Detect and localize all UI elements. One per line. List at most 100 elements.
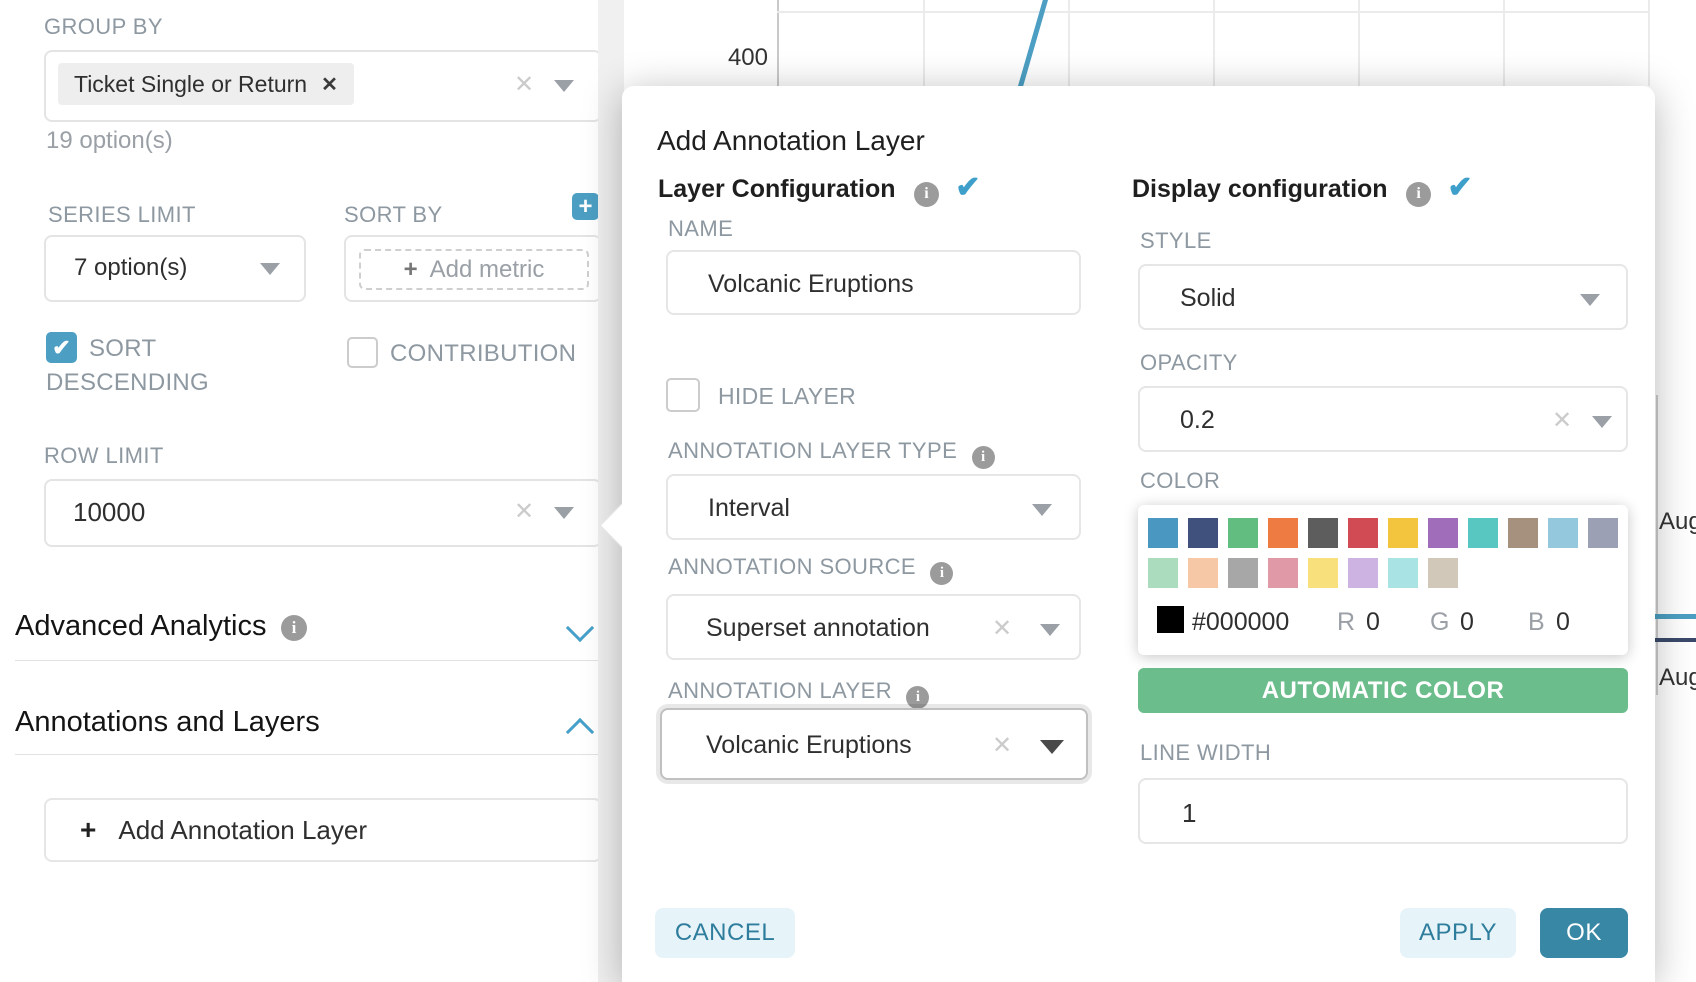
automatic-color-button[interactable]: AUTOMATIC COLOR <box>1138 668 1628 713</box>
annotation-layer-type-select[interactable]: Interval <box>666 474 1081 540</box>
plus-icon: + <box>403 255 418 283</box>
group-by-chip[interactable]: Ticket Single or Return ✕ <box>58 63 354 105</box>
color-swatch[interactable] <box>1388 558 1418 588</box>
color-swatch[interactable] <box>1148 518 1178 548</box>
checkbox-checked-icon[interactable]: ✔ <box>46 332 77 363</box>
opacity-select[interactable]: 0.2 ✕ <box>1138 386 1628 452</box>
info-icon[interactable]: i <box>930 562 954 585</box>
chart-gridline <box>1068 0 1070 86</box>
g-value[interactable]: 0 <box>1460 608 1474 636</box>
color-swatch[interactable] <box>1388 518 1418 548</box>
chevron-down-icon[interactable] <box>554 80 574 92</box>
group-by-chip-label: Ticket Single or Return <box>74 70 308 97</box>
sort-by-label: SORT BY <box>344 202 443 227</box>
clear-icon[interactable]: ✕ <box>514 498 535 525</box>
sort-descending-label: SORT DESCENDING <box>46 335 210 396</box>
color-swatch[interactable] <box>1468 518 1498 548</box>
divider <box>15 754 598 755</box>
add-metric-plus-button[interactable]: + <box>572 193 599 220</box>
clear-icon[interactable]: ✕ <box>1552 407 1573 434</box>
info-icon[interactable]: i <box>913 181 939 207</box>
color-swatch[interactable] <box>1508 518 1538 548</box>
style-select[interactable]: Solid <box>1138 264 1628 330</box>
swatch-row-1 <box>1148 518 1618 548</box>
current-color-swatch <box>1157 606 1184 633</box>
clear-icon[interactable]: ✕ <box>992 615 1013 642</box>
color-swatch[interactable] <box>1348 558 1378 588</box>
info-icon[interactable]: i <box>1406 181 1432 207</box>
info-icon[interactable]: i <box>280 615 307 641</box>
annotation-layer-select[interactable]: Volcanic Eruptions ✕ <box>660 708 1088 780</box>
group-by-select[interactable]: Ticket Single or Return ✕ ✕ <box>44 50 602 122</box>
series-limit-select[interactable]: 7 option(s) <box>44 235 306 302</box>
b-value[interactable]: 0 <box>1556 608 1570 636</box>
color-swatch[interactable] <box>1348 518 1378 548</box>
color-swatch[interactable] <box>1268 558 1298 588</box>
color-swatch[interactable] <box>1228 518 1258 548</box>
chart-gridline <box>1358 0 1360 86</box>
b-label: B <box>1528 608 1545 636</box>
advanced-analytics-section-header[interactable]: Advanced Analytics i <box>15 610 307 643</box>
annotation-source-select[interactable]: Superset annotation ✕ <box>666 594 1081 660</box>
color-swatch[interactable] <box>1308 518 1338 548</box>
sort-descending-control[interactable]: ✔ SORT DESCENDING <box>46 332 296 400</box>
row-limit-select[interactable]: 10000 ✕ <box>44 479 602 547</box>
annotation-source-value: Superset annotation <box>706 614 930 642</box>
add-annotation-layer-button[interactable]: + Add Annotation Layer <box>44 798 602 862</box>
clear-icon[interactable]: ✕ <box>992 732 1013 759</box>
opacity-value: 0.2 <box>1180 406 1215 434</box>
annotations-layers-section-header[interactable]: Annotations and Layers <box>15 706 320 739</box>
apply-button[interactable]: APPLY <box>1400 908 1516 958</box>
color-swatch[interactable] <box>1268 518 1298 548</box>
chart-x-label: Aug <box>1659 508 1696 535</box>
name-input[interactable]: Volcanic Eruptions <box>666 250 1081 315</box>
chart-gridline <box>1648 0 1650 86</box>
contribution-label: CONTRIBUTION <box>390 340 577 367</box>
color-swatch[interactable] <box>1548 518 1578 548</box>
color-picker-panel: #000000 R 0 G 0 B 0 <box>1138 505 1628 655</box>
opacity-label: OPACITY <box>1140 350 1238 375</box>
chart-x-label: Aug <box>1659 664 1696 691</box>
contribution-control[interactable]: CONTRIBUTION <box>347 337 607 371</box>
color-swatch[interactable] <box>1188 558 1218 588</box>
group-by-label: GROUP BY <box>44 14 163 39</box>
annotation-layer-value: Volcanic Eruptions <box>706 731 912 759</box>
chart-gridline <box>777 11 1650 13</box>
ok-button[interactable]: OK <box>1540 908 1628 958</box>
hex-value[interactable]: #000000 <box>1192 608 1290 636</box>
color-swatch[interactable] <box>1428 518 1458 548</box>
color-swatch[interactable] <box>1188 518 1218 548</box>
sort-by-select[interactable]: + Add metric <box>344 235 602 302</box>
chevron-up-icon[interactable] <box>565 717 595 747</box>
r-value[interactable]: 0 <box>1366 608 1380 636</box>
name-label: NAME <box>668 216 734 241</box>
plus-icon: + <box>80 814 97 845</box>
chip-remove-icon[interactable]: ✕ <box>321 73 338 96</box>
hide-layer-control[interactable]: HIDE LAYER <box>666 378 856 414</box>
color-swatch[interactable] <box>1308 558 1338 588</box>
layer-config-heading-row: Layer Configuration i ✔ <box>658 170 981 207</box>
color-swatch[interactable] <box>1428 558 1458 588</box>
chart-gridline <box>1503 0 1505 86</box>
chart-right-axis <box>1656 395 1658 695</box>
style-label: STYLE <box>1140 228 1212 253</box>
add-metric-button[interactable]: + Add metric <box>359 249 589 290</box>
clear-icon[interactable]: ✕ <box>514 71 535 98</box>
color-swatch[interactable] <box>1588 518 1618 548</box>
add-metric-placeholder: Add metric <box>429 255 545 283</box>
chevron-down-icon[interactable] <box>565 613 595 643</box>
row-limit-label: ROW LIMIT <box>44 443 164 468</box>
line-width-input[interactable]: 1 <box>1138 778 1628 844</box>
chevron-down-icon[interactable] <box>1040 740 1064 754</box>
color-swatch[interactable] <box>1148 558 1178 588</box>
checkbox-unchecked-icon[interactable] <box>666 378 700 412</box>
name-value: Volcanic Eruptions <box>708 270 914 298</box>
info-icon[interactable]: i <box>906 686 930 709</box>
advanced-analytics-title: Advanced Analytics <box>15 610 267 642</box>
chevron-down-icon[interactable] <box>554 507 574 519</box>
info-icon[interactable]: i <box>971 446 995 469</box>
color-swatch[interactable] <box>1228 558 1258 588</box>
checkbox-unchecked-icon[interactable] <box>347 337 378 368</box>
cancel-button[interactable]: CANCEL <box>655 908 795 958</box>
